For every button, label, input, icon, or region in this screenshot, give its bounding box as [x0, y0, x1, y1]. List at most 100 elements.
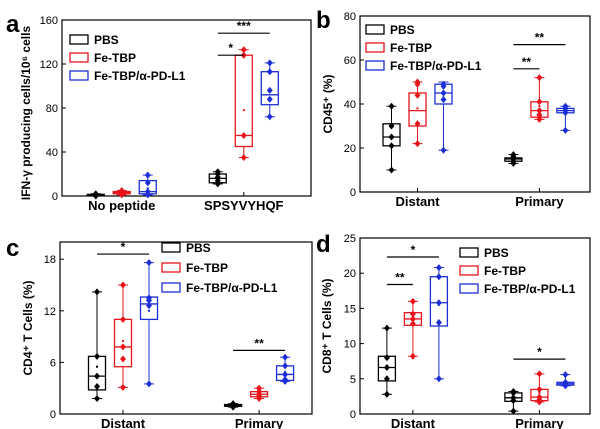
- legend-swatch: [69, 70, 89, 81]
- data-point: [435, 273, 442, 281]
- legend-label: Fe-TBP: [484, 264, 526, 278]
- box-Fe-TBP-Distant: [113, 281, 133, 391]
- legend-label: PBS: [186, 241, 211, 255]
- data-point: [144, 179, 151, 187]
- data-point: [440, 80, 447, 88]
- box-Fe-TBP-No peptide: [112, 187, 131, 199]
- box-mean: [148, 309, 150, 312]
- panel-letter: c: [6, 235, 19, 262]
- y-tick-label: 18: [44, 254, 56, 266]
- box-PBS-SPSYVYHQF: [208, 168, 227, 188]
- data-point: [266, 68, 273, 76]
- box-Fe-TBP-SPSYVYHQF: [234, 46, 253, 161]
- category-label: Distant: [391, 416, 436, 429]
- y-tick-label: 80: [46, 103, 58, 115]
- y-tick-label: 20: [344, 143, 356, 155]
- data-point: [214, 168, 221, 176]
- panel-letter: b: [316, 7, 331, 34]
- y-tick-label: 40: [344, 99, 356, 111]
- data-point: [510, 387, 517, 395]
- box-Fe-TBP/α-PD-L1-SPSYVYHQF: [260, 59, 279, 121]
- category-label: Primary: [515, 194, 564, 209]
- data-point: [240, 132, 247, 139]
- data-point: [388, 122, 395, 130]
- data-point: [440, 146, 447, 154]
- data-point: [383, 390, 390, 398]
- y-tick-label: 0: [350, 187, 356, 199]
- legend-swatch: [161, 282, 181, 293]
- box-Fe-TBP-Distant: [403, 297, 423, 360]
- significance-label: **: [395, 270, 405, 284]
- data-point: [383, 364, 390, 372]
- box-mean: [538, 391, 541, 394]
- y-axis-label: IFN-γ producing cells/10⁶ cells: [19, 26, 33, 201]
- legend-swatch: [459, 265, 479, 276]
- box-Fe-TBP-Primary: [249, 384, 269, 403]
- data-point: [146, 380, 152, 388]
- legend-label: PBS: [390, 23, 415, 37]
- box-PBS-Primary: [504, 151, 523, 167]
- legend-label: PBS: [484, 246, 509, 260]
- data-point: [144, 171, 151, 179]
- data-point: [266, 113, 273, 121]
- data-point: [383, 354, 390, 362]
- data-point: [414, 140, 421, 148]
- legend-swatch: [365, 42, 385, 53]
- data-point: [414, 120, 421, 128]
- data-point: [282, 353, 289, 361]
- plot-frame: [59, 241, 313, 415]
- data-point: [118, 187, 125, 194]
- data-point: [440, 96, 447, 104]
- data-point: [510, 407, 517, 415]
- y-tick-label: 6: [50, 357, 56, 369]
- data-point: [383, 375, 390, 383]
- legend-swatch: [365, 60, 385, 71]
- y-tick-label: 15: [344, 303, 356, 315]
- box-mean: [96, 365, 98, 368]
- data-point: [440, 89, 447, 97]
- data-point: [282, 370, 289, 378]
- y-tick-label: 160: [40, 15, 58, 27]
- category-label: Distant: [395, 194, 440, 209]
- data-point: [383, 324, 390, 332]
- data-point: [536, 98, 543, 106]
- significance-label: **: [522, 55, 532, 69]
- data-point: [510, 151, 517, 159]
- data-point: [536, 370, 543, 378]
- data-point: [240, 46, 247, 54]
- y-tick-label: 40: [46, 147, 58, 159]
- y-tick-label: 5: [350, 374, 356, 386]
- data-point: [94, 352, 100, 360]
- legend-label: Fe-TBP/α-PD-L1: [390, 59, 482, 73]
- box-Fe-TBP-Distant: [408, 78, 427, 148]
- box-mean: [416, 107, 419, 110]
- y-tick-label: 10: [344, 339, 356, 351]
- data-point: [120, 343, 126, 351]
- data-point: [146, 302, 152, 310]
- legend-swatch: [459, 283, 479, 294]
- data-point: [256, 384, 263, 392]
- data-point: [266, 86, 273, 94]
- box-PBS-Distant: [377, 324, 397, 398]
- data-point: [282, 376, 289, 384]
- box-PBS-Distant: [382, 102, 401, 174]
- box-Fe-TBP/α-PD-L1-No peptide: [138, 171, 157, 199]
- data-point: [146, 294, 152, 302]
- legend-swatch: [365, 24, 385, 35]
- data-point: [388, 166, 395, 174]
- box-mean: [538, 105, 541, 108]
- box-Fe-TBP/α-PD-L1-Distant: [434, 80, 453, 154]
- data-point: [146, 259, 152, 267]
- y-tick-label: 0: [52, 191, 58, 203]
- legend-label: Fe-TBP/α-PD-L1: [484, 282, 576, 296]
- data-point: [536, 111, 543, 119]
- data-point: [92, 190, 99, 198]
- data-point: [120, 383, 126, 391]
- data-point: [536, 393, 543, 401]
- y-tick-label: 20: [344, 268, 356, 280]
- data-point: [144, 188, 151, 196]
- data-point: [240, 154, 247, 161]
- data-point: [435, 318, 442, 326]
- panel-d: d 0 5 10 15 20 25 CD8⁺ T Cells (%) Distant Primar…: [316, 231, 591, 429]
